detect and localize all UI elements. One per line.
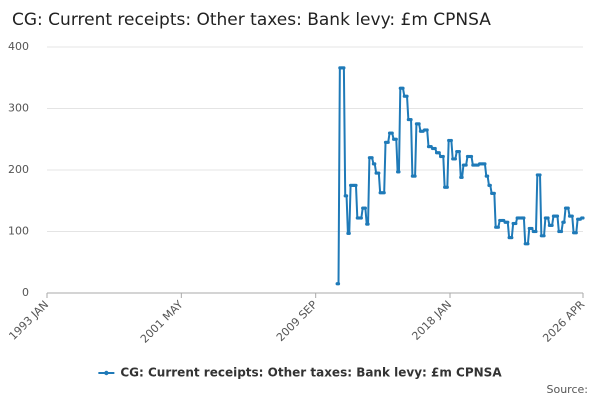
data-point [417,122,421,126]
data-point [386,140,390,144]
y-tick-label: 200 [8,163,29,176]
y-tick-label: 0 [22,286,29,299]
data-point [574,231,578,235]
data-point [555,214,560,218]
data-point [453,157,457,161]
x-tick-label: 2009 SEP [274,298,320,344]
y-tick-label: 400 [8,40,29,53]
data-point [469,154,474,159]
data-point [359,216,363,220]
data-point [394,137,398,141]
data-point [522,216,526,220]
data-point [382,191,386,195]
data-point [409,117,413,122]
data-point [488,183,492,187]
data-point [559,229,564,234]
data-point [373,162,377,166]
data-point [486,174,490,178]
data-point [377,171,381,175]
x-tick-label: 2001 MAY [138,298,186,346]
data-point [566,206,570,210]
source-label: Source: [547,383,589,396]
data-point [550,223,554,227]
data-point [344,194,349,198]
data-point [546,216,550,220]
x-tick-label: 2026 APR [540,298,587,345]
data-point [336,282,341,286]
legend-label: CG: Current receipts: Other taxes: Bank … [120,366,502,380]
data-point [413,174,417,178]
data-point [526,242,530,246]
data-point [363,206,367,210]
data-point [496,225,500,229]
data-point [457,149,462,154]
data-point [445,185,449,189]
data-point [530,226,534,231]
data-point [542,234,546,238]
data-point [506,220,510,224]
data-point [366,222,370,226]
data-point [514,221,518,226]
data-point [581,216,585,220]
data-point [562,220,566,224]
data-point [483,162,487,166]
data-point [449,138,453,143]
y-tick-label: 300 [8,102,29,115]
data-point [460,175,464,179]
chart-title: CG: Current receipts: Other taxes: Bank … [12,10,491,30]
data-point [354,183,358,187]
data-point [492,191,496,195]
data-point [370,156,374,160]
data-point [464,163,468,167]
data-point [425,128,429,132]
x-tick-label: 2018 JAN [409,298,454,343]
data-point [390,131,394,135]
data-point [401,86,405,90]
series-line [337,66,583,285]
data-point [405,94,409,98]
data-point [397,170,401,174]
x-tick-label: 1993 JAN [6,298,51,343]
data-point [510,236,514,240]
y-tick-label: 100 [8,225,29,238]
data-point [570,214,574,218]
legend: CG: Current receipts: Other taxes: Bank … [98,366,502,380]
data-point [342,66,346,70]
data-point [437,151,441,155]
data-point [441,154,445,159]
legend-marker [104,370,109,376]
data-point [534,229,538,234]
data-point [433,146,437,151]
data-point [538,173,542,177]
data-point [347,231,351,235]
